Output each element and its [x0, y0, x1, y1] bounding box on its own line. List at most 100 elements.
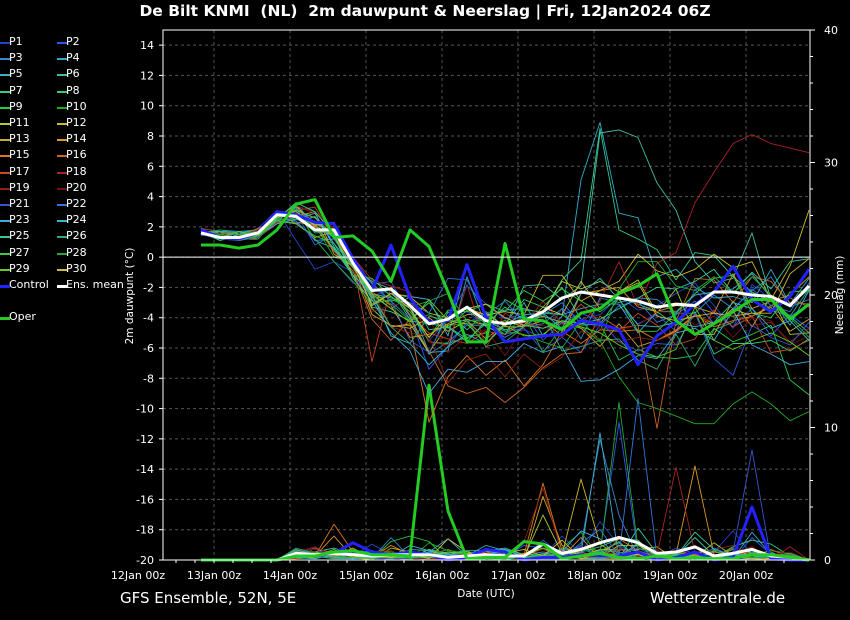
y2-tick-label: 30 [824, 157, 838, 170]
legend-label: P18 [66, 164, 87, 178]
plot-frame [162, 29, 811, 561]
legend-label: P12 [66, 116, 87, 129]
legend-swatch [57, 171, 67, 174]
legend-label: P28 [66, 245, 87, 259]
legend-swatch [57, 58, 67, 61]
legend-label: P26 [66, 229, 87, 243]
legend-swatch [0, 317, 10, 321]
y-tick-label: 6 [147, 160, 154, 173]
x-tick-label: 20Jan 00z [719, 569, 773, 582]
legend-swatch [0, 204, 10, 206]
legend-label: Control [9, 278, 49, 291]
legend-label: P11 [9, 116, 30, 129]
precip-line-oper [201, 383, 810, 562]
legend-swatch [57, 74, 67, 77]
y-tick-label: -10 [136, 403, 154, 416]
legend-swatch [0, 171, 10, 174]
footer-source: Wetterzentrale.de [650, 589, 786, 607]
legend-label: P25 [9, 229, 30, 243]
dewpoint-line-p29 [200, 209, 810, 358]
y-tick-label: 14 [140, 39, 154, 52]
legend-swatch [57, 123, 67, 125]
legend-swatch [57, 268, 67, 271]
legend-label: P23 [9, 213, 30, 227]
y2-axis-label: Neerslag (mm) [834, 256, 846, 335]
x-tick-label: 19Jan 00z [643, 569, 697, 582]
y2-tick-label: 20 [824, 289, 838, 302]
dewpoint-series-group [200, 121, 811, 429]
legend-label: P29 [9, 261, 30, 275]
dewpoint-line-p5 [200, 203, 810, 337]
legend-label: P10 [66, 99, 87, 113]
legend-swatch [0, 42, 10, 44]
y-tick-label: -8 [143, 372, 154, 385]
legend-label: P21 [9, 197, 30, 210]
legend-label: P24 [66, 213, 87, 227]
y-tick-label: -14 [136, 463, 154, 476]
y-tick-label: -18 [136, 524, 154, 537]
legend-label: P27 [9, 245, 30, 259]
legend-swatch [0, 139, 10, 142]
precip-line-p28 [201, 401, 810, 561]
legend-swatch [57, 236, 67, 239]
dewpoint-line-p19 [200, 205, 810, 384]
dewpoint-line-p16 [200, 221, 810, 429]
legend-swatch [0, 74, 10, 77]
y-tick-label: 4 [147, 191, 154, 204]
precip-line-p5 [201, 432, 809, 561]
y-tick-label: -2 [143, 281, 154, 294]
page-title: De Bilt KNMI (NL) 2m dauwpunt & Neerslag… [139, 2, 711, 20]
legend-swatch [57, 220, 67, 223]
precip-series-group [201, 383, 810, 562]
precip-line-p2 [201, 421, 810, 561]
legend-swatch [0, 155, 10, 158]
legend-label: P5 [9, 67, 23, 81]
legend-swatch [57, 204, 67, 206]
y-tick-label: 2 [147, 221, 154, 234]
legend-label: P2 [66, 35, 80, 48]
y2-tick-label: 0 [824, 554, 831, 567]
x-tick-label: 15Jan 00z [339, 569, 393, 582]
legend-swatch [0, 106, 10, 109]
legend-swatch [0, 252, 10, 255]
precip-line-p21 [201, 449, 810, 561]
legend-swatch [57, 139, 67, 142]
legend-label: P16 [66, 148, 87, 162]
legend-swatch [57, 155, 67, 158]
y-tick-label: 12 [140, 69, 154, 82]
dewpoint-line-p11 [200, 214, 810, 353]
y-axis-label: 2m dauwpunt (°C) [124, 248, 136, 345]
legend-label: P6 [66, 67, 80, 81]
dewpoint-line-ens-mean [200, 213, 811, 326]
legend-swatch [0, 285, 10, 288]
legend-label: Ens. mean [66, 278, 124, 291]
y-tick-label: -4 [143, 312, 154, 325]
legend-swatch [0, 123, 10, 125]
legend-swatch [0, 58, 10, 61]
legend-label: P22 [66, 197, 87, 210]
legend-swatch [57, 252, 67, 255]
chart-grid [163, 30, 810, 560]
dewpoint-line-p22 [200, 208, 810, 326]
legend-label: P20 [66, 180, 87, 194]
legend-label: P4 [66, 51, 80, 65]
legend-swatch [57, 285, 67, 288]
legend-label: P8 [66, 83, 80, 97]
legend-label: P13 [9, 132, 30, 146]
legend-swatch [0, 220, 10, 223]
y2-tick-label: 10 [824, 422, 838, 435]
y-tick-label: 10 [140, 100, 154, 113]
x-tick-label: 13Jan 00z [187, 569, 241, 582]
legend-swatch [57, 42, 67, 44]
y-tick-label: -16 [136, 493, 154, 506]
legend-label: P15 [9, 148, 30, 162]
legend-swatch [0, 268, 10, 271]
dewpoint-line-p25 [200, 202, 810, 343]
x-tick-label: 12Jan 00z [111, 569, 165, 582]
legend-label: Oper [9, 310, 36, 324]
dewpoint-line-p20 [200, 205, 810, 357]
legend-swatch [0, 236, 10, 239]
footer-model-info: GFS Ensemble, 52N, 5E [120, 589, 297, 607]
legend-label: P1 [9, 35, 23, 48]
